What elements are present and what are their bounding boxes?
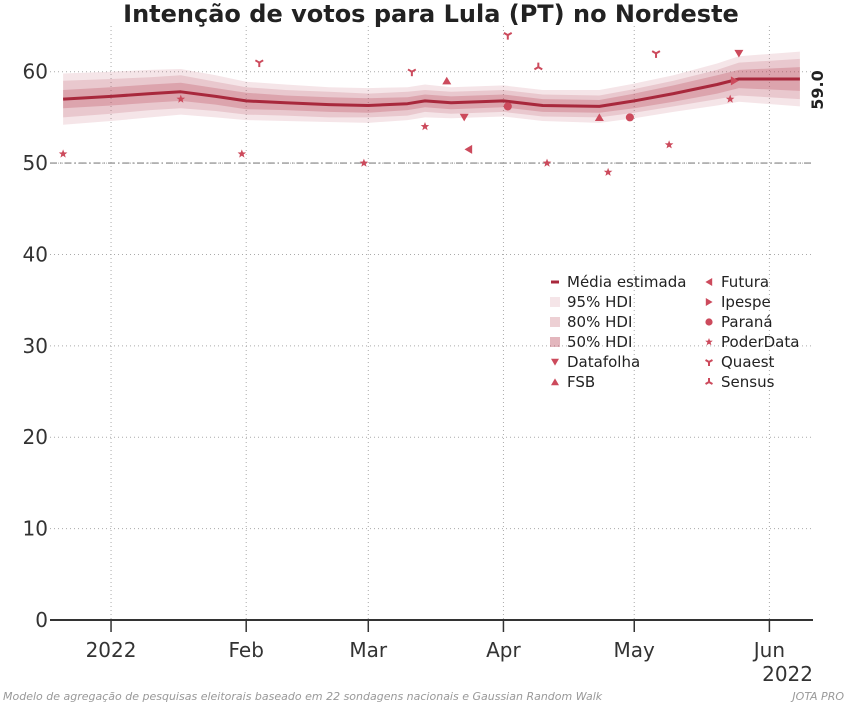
poll-point — [730, 76, 739, 86]
poll-point — [442, 76, 452, 85]
marker-arm — [407, 68, 413, 73]
footer-credit: JOTA PRO — [792, 690, 844, 703]
legend-swatch-marker — [705, 318, 713, 326]
legend-swatch-band — [550, 317, 560, 327]
y-tick-label: 20 — [23, 425, 48, 449]
footer-note: Modelo de agregação de pesquisas eleitor… — [3, 690, 603, 703]
y-tick-label: 0 — [35, 608, 48, 632]
marker-arm — [705, 381, 710, 385]
grid — [50, 26, 813, 620]
legend-label: 95% HDI — [567, 293, 632, 311]
poll-point — [254, 59, 264, 68]
marker-arm — [705, 359, 710, 363]
marker-arm — [258, 59, 264, 64]
poll-point — [734, 49, 744, 58]
legend-swatch-marker — [705, 298, 713, 306]
poll-point — [459, 113, 469, 122]
legend-label: 80% HDI — [567, 313, 632, 331]
marker-arm — [537, 66, 543, 71]
marker-arm — [503, 32, 509, 37]
marker-arm — [708, 381, 713, 385]
poll-markers — [58, 32, 744, 176]
mean-line — [63, 77, 800, 108]
legend-swatch-band — [550, 297, 560, 307]
poll-point — [503, 102, 512, 111]
x-tick-label: Mar — [349, 638, 388, 662]
x-tick-label: Jun — [752, 638, 785, 662]
poll-point — [420, 122, 430, 131]
marker-arm — [651, 50, 657, 55]
legend-label: Datafolha — [567, 353, 640, 371]
y-tick-label: 10 — [23, 517, 48, 541]
x-year-label: 2022 — [762, 662, 813, 686]
poll-point — [603, 167, 613, 176]
legend-label: Ipespe — [721, 293, 771, 311]
legend-swatch-marker — [705, 378, 713, 385]
y-tick-label: 50 — [23, 151, 48, 175]
legend-label: Futura — [721, 273, 769, 291]
marker-arm — [708, 359, 713, 363]
legend-label: Paraná — [721, 313, 773, 331]
poll-point — [542, 158, 552, 167]
legend-swatch-marker — [551, 358, 559, 366]
y-tick-label: 40 — [23, 242, 48, 266]
legend-swatch-marker — [551, 378, 559, 386]
chart-title: Intenção de votos para Lula (PT) no Nord… — [123, 0, 739, 28]
marker-arm — [655, 50, 661, 55]
legend-label: 50% HDI — [567, 333, 632, 351]
legend: Média estimada 95% HDI 80% HDI 50% HDI Dataf… — [550, 273, 799, 391]
poll-point — [176, 94, 186, 103]
legend-swatch-marker — [705, 359, 713, 366]
poll-point — [664, 140, 674, 149]
poll-point — [625, 113, 634, 122]
poll-point — [464, 144, 473, 154]
marker-arm — [411, 68, 417, 73]
legend-label: PoderData — [721, 333, 799, 351]
legend-label: FSB — [567, 373, 595, 391]
marker-arm — [507, 32, 513, 37]
marker-arm — [254, 59, 260, 64]
poll-point — [359, 158, 369, 167]
poll-point — [725, 94, 735, 103]
legend-swatch-marker — [705, 278, 713, 286]
legend-label: Quaest — [721, 353, 775, 371]
y-tick-label: 30 — [23, 334, 48, 358]
poll-point — [651, 50, 661, 58]
final-value-label: 59.0 — [808, 70, 827, 109]
x-tick-label: May — [614, 638, 656, 662]
legend-swatch-band — [550, 337, 560, 347]
x-tick-label: Feb — [228, 638, 263, 662]
poll-point — [533, 62, 543, 71]
legend-label: Sensus — [721, 373, 775, 391]
hdi-bands — [63, 51, 800, 125]
y-tick-label: 60 — [23, 60, 48, 84]
marker-arm — [533, 66, 539, 71]
poll-point — [58, 149, 68, 158]
hdi95-band — [63, 51, 800, 125]
legend-swatch-marker — [705, 338, 713, 346]
x-tick-label: Apr — [486, 638, 521, 662]
poll-point — [503, 32, 513, 40]
poll-point — [407, 68, 417, 77]
legend-label: Média estimada — [567, 273, 686, 291]
poll-point — [594, 113, 604, 121]
poll-point — [237, 149, 247, 158]
x-tick-label: 2022 — [86, 638, 137, 662]
mean-line-group — [63, 77, 800, 108]
